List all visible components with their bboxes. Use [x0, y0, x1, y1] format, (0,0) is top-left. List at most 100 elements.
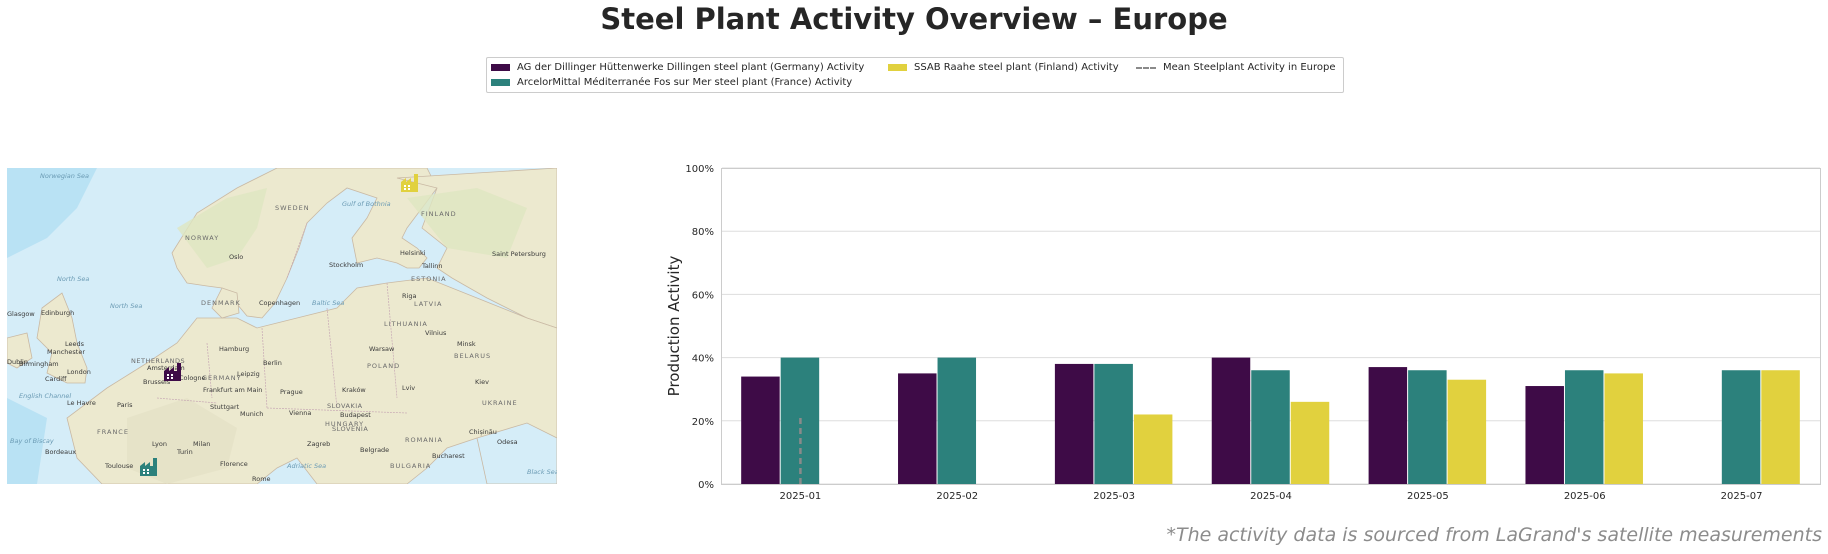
map-label-estonia: ESTONIA [411, 275, 447, 283]
denmark-landmass [211, 287, 240, 319]
map-label-manchester: Manchester [47, 348, 85, 356]
forest-tint-finland [407, 188, 527, 258]
map-label-bay-of-biscay: Bay of Biscay [10, 437, 54, 445]
bar-fos [1564, 370, 1604, 484]
page-title: Steel Plant Activity Overview – Europe [600, 2, 1228, 36]
map-label-north-sea-2: North Sea [110, 302, 142, 310]
map-label-vilnius: Vilnius [425, 329, 447, 337]
map-label-saint-petersburg: Saint Petersburg [492, 250, 546, 258]
atlantic-deep [7, 398, 47, 484]
map-label-tallinn: Tallinn [421, 262, 443, 270]
map-label-odesa: Odesa [497, 438, 518, 446]
factory-icon [164, 363, 181, 381]
legend-swatch-fos [491, 79, 510, 86]
map-label-black-sea: Black Sea [527, 468, 557, 476]
legend-label-raahe: SSAB Raahe steel plant (Finland) Activit… [914, 62, 1119, 73]
map-label-toulouse: Toulouse [104, 462, 133, 470]
map-label-germany: GERMANY [202, 374, 242, 382]
legend-item-raahe: SSAB Raahe steel plant (Finland) Activit… [888, 62, 1119, 73]
map-label-lviv: Lviv [402, 384, 415, 392]
map-label-brussels: Brussels [143, 378, 171, 386]
map-label-dublin: Dublin [7, 358, 28, 366]
map-label-london: London [67, 368, 91, 376]
map-label-lithuania: LITHUANIA [384, 320, 428, 328]
map-label-stockholm: Stockholm [329, 261, 363, 269]
map-label-budapest: Budapest [340, 411, 371, 419]
bar-raahe [1290, 401, 1330, 484]
y-tick-label: 20% [692, 417, 714, 428]
map-label-kiev: Kiev [475, 378, 489, 386]
map-label-munich: Munich [240, 410, 263, 418]
map-label-bulgaria: BULGARIA [390, 462, 431, 470]
bar-raahe [1133, 414, 1173, 484]
x-tick-label: 2025-02 [936, 491, 978, 502]
map-label-rome: Rome [252, 475, 271, 483]
bar-dillingen [1368, 367, 1408, 484]
map-label-leeds: Leeds [65, 340, 85, 348]
black-sea [476, 422, 557, 484]
bar-fos [1408, 370, 1447, 484]
map-label-netherlands: NETHERLANDS [131, 357, 185, 365]
map-labels: Norwegian Sea SWEDEN FINLAND NORWAY Gulf… [7, 172, 557, 483]
bar-fos [1094, 363, 1133, 484]
data-source-footnote: *The activity data is sourced from LaGra… [1166, 524, 1822, 546]
map-label-berlin: Berlin [263, 359, 282, 367]
map-label-bucharest: Bucharest [432, 452, 465, 460]
map-label-belgrade: Belgrade [360, 446, 389, 454]
bar-fos [937, 357, 977, 484]
legend-label-fos: ArcelorMittal Méditerranée Fos sur Mer s… [517, 77, 853, 88]
y-tick-label: 100% [685, 164, 714, 175]
map-label-denmark: DENMARK [201, 299, 241, 307]
europe-map: Norwegian Sea SWEDEN FINLAND NORWAY Gulf… [7, 168, 557, 484]
marker-raahe[interactable] [401, 174, 418, 192]
map-label-hamburg: Hamburg [219, 345, 249, 353]
map-label-paris: Paris [117, 401, 133, 409]
map-label-north-sea: North Sea [57, 275, 89, 283]
map-label-leipzig: Leipzig [237, 370, 260, 378]
map-label-sweden: SWEDEN [275, 204, 310, 212]
bar-raahe [1604, 373, 1643, 484]
y-axis-ticks: 0% 20% 40% 60% 80% 100% [685, 164, 714, 491]
europe-map-svg: Norwegian Sea SWEDEN FINLAND NORWAY Gulf… [7, 168, 557, 484]
bar-dillingen [898, 373, 937, 484]
map-label-glasgow: Glasgow [7, 310, 35, 318]
ireland-landmass [7, 332, 33, 369]
bar-raahe [1761, 370, 1800, 484]
legend-item-dillingen: AG der Dillinger Hüttenwerke Dillingen s… [491, 62, 864, 73]
map-label-latvia: LATVIA [414, 300, 443, 308]
legend-swatch-mean [1136, 66, 1156, 69]
bar-fos [1251, 370, 1290, 484]
y-tick-label: 0% [698, 480, 714, 491]
map-label-warsaw: Warsaw [369, 345, 395, 353]
map-label-prague: Prague [280, 388, 303, 396]
chart-legend: AG der Dillinger Hüttenwerke Dillingen s… [486, 57, 1344, 93]
y-axis-label: Production Activity [665, 256, 683, 397]
map-label-cardiff: Cardiff [45, 375, 67, 383]
norwegian-sea-deep [7, 168, 97, 258]
x-tick-label: 2025-04 [1250, 491, 1292, 502]
y-tick-label: 60% [692, 290, 714, 301]
map-label-zagreb: Zagreb [307, 440, 330, 448]
map-label-milan: Milan [193, 440, 210, 448]
map-label-baltic-sea: Baltic Sea [312, 299, 344, 307]
legend-swatch-dillingen [491, 64, 510, 71]
bar-dillingen [1054, 363, 1094, 484]
map-label-hungary: HUNGARY [325, 420, 364, 428]
map-label-helsinki: Helsinki [400, 249, 426, 257]
x-tick-label: 2025-03 [1093, 491, 1135, 502]
map-label-bordeaux: Bordeaux [45, 448, 76, 456]
forest-tint-norway [177, 188, 267, 268]
factory-icon [140, 458, 157, 476]
marker-fos[interactable] [140, 458, 157, 476]
map-label-gulf-of-bothnia: Gulf of Bothnia [342, 200, 391, 208]
map-label-finland: FINLAND [421, 210, 457, 218]
map-label-stuttgart: Stuttgart [210, 403, 240, 411]
x-tick-label: 2025-05 [1407, 491, 1449, 502]
x-tick-label: 2025-07 [1721, 491, 1763, 502]
map-label-riga: Riga [402, 292, 416, 300]
bar-fos [1721, 370, 1761, 484]
map-label-france: FRANCE [97, 428, 129, 436]
marker-dillingen[interactable] [164, 363, 181, 381]
map-label-birmingham: Birmingham [19, 360, 59, 368]
factory-icon [401, 174, 418, 192]
